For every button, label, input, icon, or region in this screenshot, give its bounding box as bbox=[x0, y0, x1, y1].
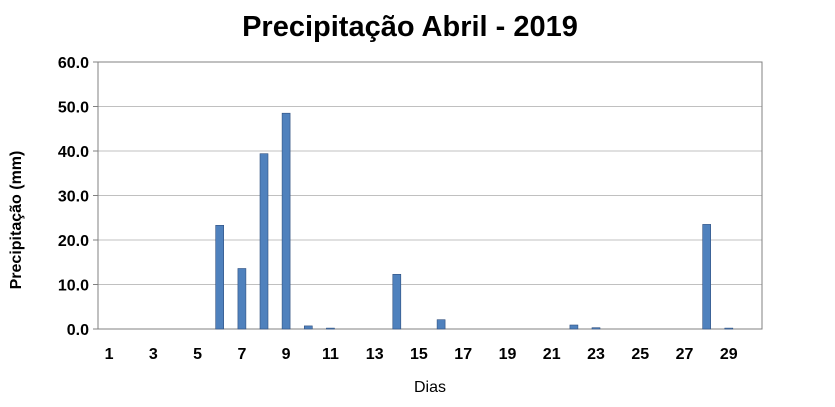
y-axis-tick-labels: 0.0 10.0 20.0 30.0 40.0 50.0 60.0 bbox=[58, 55, 98, 339]
x-tick-label: 25 bbox=[631, 346, 649, 363]
y-tick-label: 30.0 bbox=[58, 189, 89, 206]
y-tick-label: 60.0 bbox=[58, 55, 89, 72]
x-tick-label: 11 bbox=[322, 346, 339, 363]
bar-day-29 bbox=[724, 327, 734, 330]
bar-day-28 bbox=[702, 224, 712, 330]
x-axis-tick-labels: 1 3 5 7 9 11 13 15 17 19 21 23 25 27 29 bbox=[105, 346, 738, 363]
bar-day-14 bbox=[392, 273, 402, 330]
x-tick-label: 19 bbox=[499, 346, 517, 363]
x-tick-label: 13 bbox=[366, 346, 384, 363]
bars-group bbox=[215, 112, 734, 330]
bar-day-16 bbox=[436, 319, 446, 330]
x-tick-label: 9 bbox=[282, 346, 291, 363]
y-tick-label: 20.0 bbox=[58, 233, 89, 250]
y-tick-label: 0.0 bbox=[67, 322, 89, 339]
x-tick-label: 7 bbox=[237, 346, 246, 363]
bar-day-9 bbox=[281, 112, 291, 330]
x-tick-label: 1 bbox=[105, 346, 114, 363]
bar-day-22 bbox=[569, 324, 579, 330]
bar-day-10 bbox=[303, 325, 313, 330]
x-tick-label: 15 bbox=[410, 346, 428, 363]
y-axis-label: Precipitação (mm) bbox=[8, 151, 25, 290]
gridlines bbox=[98, 61, 762, 330]
x-tick-label: 21 bbox=[543, 346, 561, 363]
y-tick-label: 10.0 bbox=[58, 278, 89, 295]
bar-day-23 bbox=[591, 327, 601, 330]
x-tick-label: 29 bbox=[720, 346, 738, 363]
y-tick-label: 50.0 bbox=[58, 100, 89, 117]
chart-title: Precipitação Abril - 2019 bbox=[242, 11, 578, 43]
bar-day-11 bbox=[326, 327, 335, 330]
bar-day-7 bbox=[237, 268, 247, 330]
x-tick-label: 5 bbox=[193, 346, 202, 363]
x-tick-label: 23 bbox=[587, 346, 605, 363]
x-tick-label: 27 bbox=[676, 346, 694, 363]
x-axis-label: Dias bbox=[414, 379, 446, 396]
bar-day-6 bbox=[215, 225, 224, 330]
x-tick-label: 3 bbox=[149, 346, 158, 363]
bar-day-8 bbox=[259, 153, 269, 330]
x-tick-label: 17 bbox=[454, 346, 472, 363]
y-tick-label: 40.0 bbox=[58, 144, 89, 161]
